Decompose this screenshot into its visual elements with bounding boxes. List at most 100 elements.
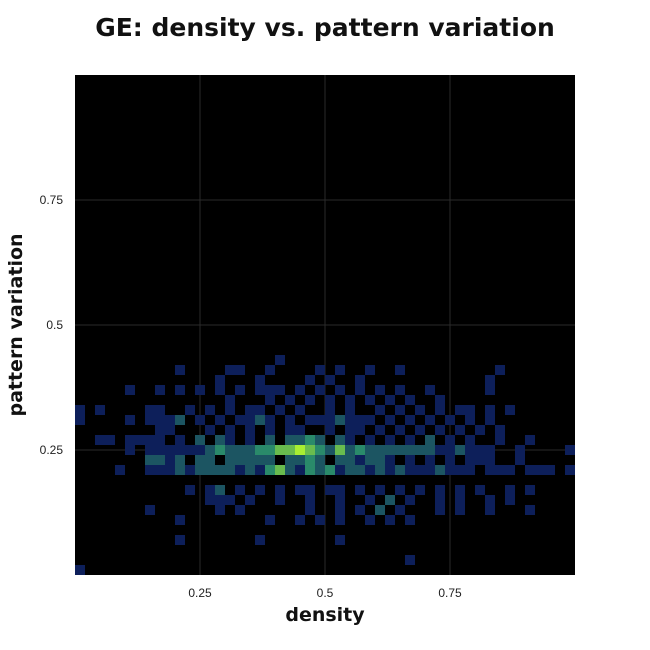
heatmap-cell [175,445,185,455]
heatmap-cell [145,445,155,455]
heatmap-cell [515,455,525,465]
heatmap-cell [275,445,285,455]
heatmap-cell [205,445,215,455]
heatmap-cell [445,445,455,455]
heatmap-cell [445,465,455,475]
heatmap-cell [175,415,185,425]
heatmap-cell [325,465,335,475]
y-tick-label: 0.75 [40,193,64,207]
heatmap-cell [185,405,195,415]
heatmap-cell [345,405,355,415]
heatmap-cell [455,485,465,495]
heatmap-cell [405,435,415,445]
heatmap-cell [175,535,185,545]
heatmap-cell [325,375,335,385]
heatmap-cell [525,435,535,445]
heatmap-cell [435,405,445,415]
heatmap-cell [355,385,365,395]
heatmap-cell [425,385,435,395]
heatmap-cell [335,465,345,475]
heatmap-cell [235,415,245,425]
heatmap-cell [405,395,415,405]
heatmap-cell [395,365,405,375]
heatmap-cell [455,495,465,505]
heatmap-cell [365,495,375,505]
heatmap-cell [335,365,345,375]
heatmap-cell [235,505,245,515]
heatmap-cell [215,385,225,395]
heatmap-cell [255,405,265,415]
heatmap-cell [395,485,405,495]
heatmap-cell [225,465,235,475]
heatmap-cell [465,445,475,455]
heatmap-cell [355,455,365,465]
heatmap-cell [495,425,505,435]
heatmap-cell [335,385,345,395]
heatmap-cell [155,385,165,395]
heatmap-cell [365,465,375,475]
heatmap-cell [455,445,465,455]
heatmap-cell [235,485,245,495]
heatmap-cell [225,425,235,435]
heatmap-cell [75,565,85,575]
heatmap-cell [305,495,315,505]
heatmap-cell [425,435,435,445]
heatmap-cell [295,445,305,455]
heatmap-cell [505,465,515,475]
heatmap-cell [275,485,285,495]
heatmap-cell [435,495,445,505]
heatmap-cell [395,405,405,415]
heatmap-cell [155,445,165,455]
heatmap-cell [355,445,365,455]
heatmap-cell [565,445,575,455]
heatmap-cell [495,435,505,445]
heatmap-cell [215,375,225,385]
heatmap-cell [285,415,295,425]
heatmap-cell [245,495,255,505]
heatmap-cell [175,365,185,375]
heatmap-cell [185,445,195,455]
heatmap-cell [295,385,305,395]
heatmap-cell [475,455,485,465]
heatmap-cell [395,425,405,435]
heatmap-cell [95,435,105,445]
heatmap-cell [505,485,515,495]
plot-area [75,75,575,575]
heatmap-cell [445,435,455,445]
heatmap-cell [245,445,255,455]
heatmap-cell [355,415,365,425]
heatmap-cell [135,435,145,445]
heatmap-cell [435,485,445,495]
heatmap-cell [515,445,525,455]
heatmap-cell [265,385,275,395]
heatmap-cell [215,495,225,505]
heatmap-cell [215,485,225,495]
heatmap-cell [205,485,215,495]
heatmap-cell [425,445,435,455]
heatmap-cell [305,455,315,465]
heatmap-cell [295,465,305,475]
heatmap-cell [375,405,385,415]
heatmap-cell [175,455,185,465]
heatmap-cell [145,455,155,465]
heatmap-cell [235,455,245,465]
heatmap-cell [325,485,335,495]
heatmap-cell [325,445,335,455]
heatmap-cell [195,455,205,465]
heatmap-cell [385,415,395,425]
heatmap-cell [415,445,425,455]
heatmap-cell [235,445,245,455]
heatmap-cell [405,555,415,565]
heatmap-cell [415,485,425,495]
heatmap-cell [305,375,315,385]
heatmap-cell [185,485,195,495]
heatmap-cell [255,375,265,385]
heatmap-cell [175,465,185,475]
heatmap-cell [455,405,465,415]
heatmap-cell [375,445,385,455]
heatmap-cell [415,465,425,475]
heatmap-cell [235,385,245,395]
heatmap-cell [245,435,255,445]
heatmap-cell [145,505,155,515]
heatmap-cell [125,385,135,395]
